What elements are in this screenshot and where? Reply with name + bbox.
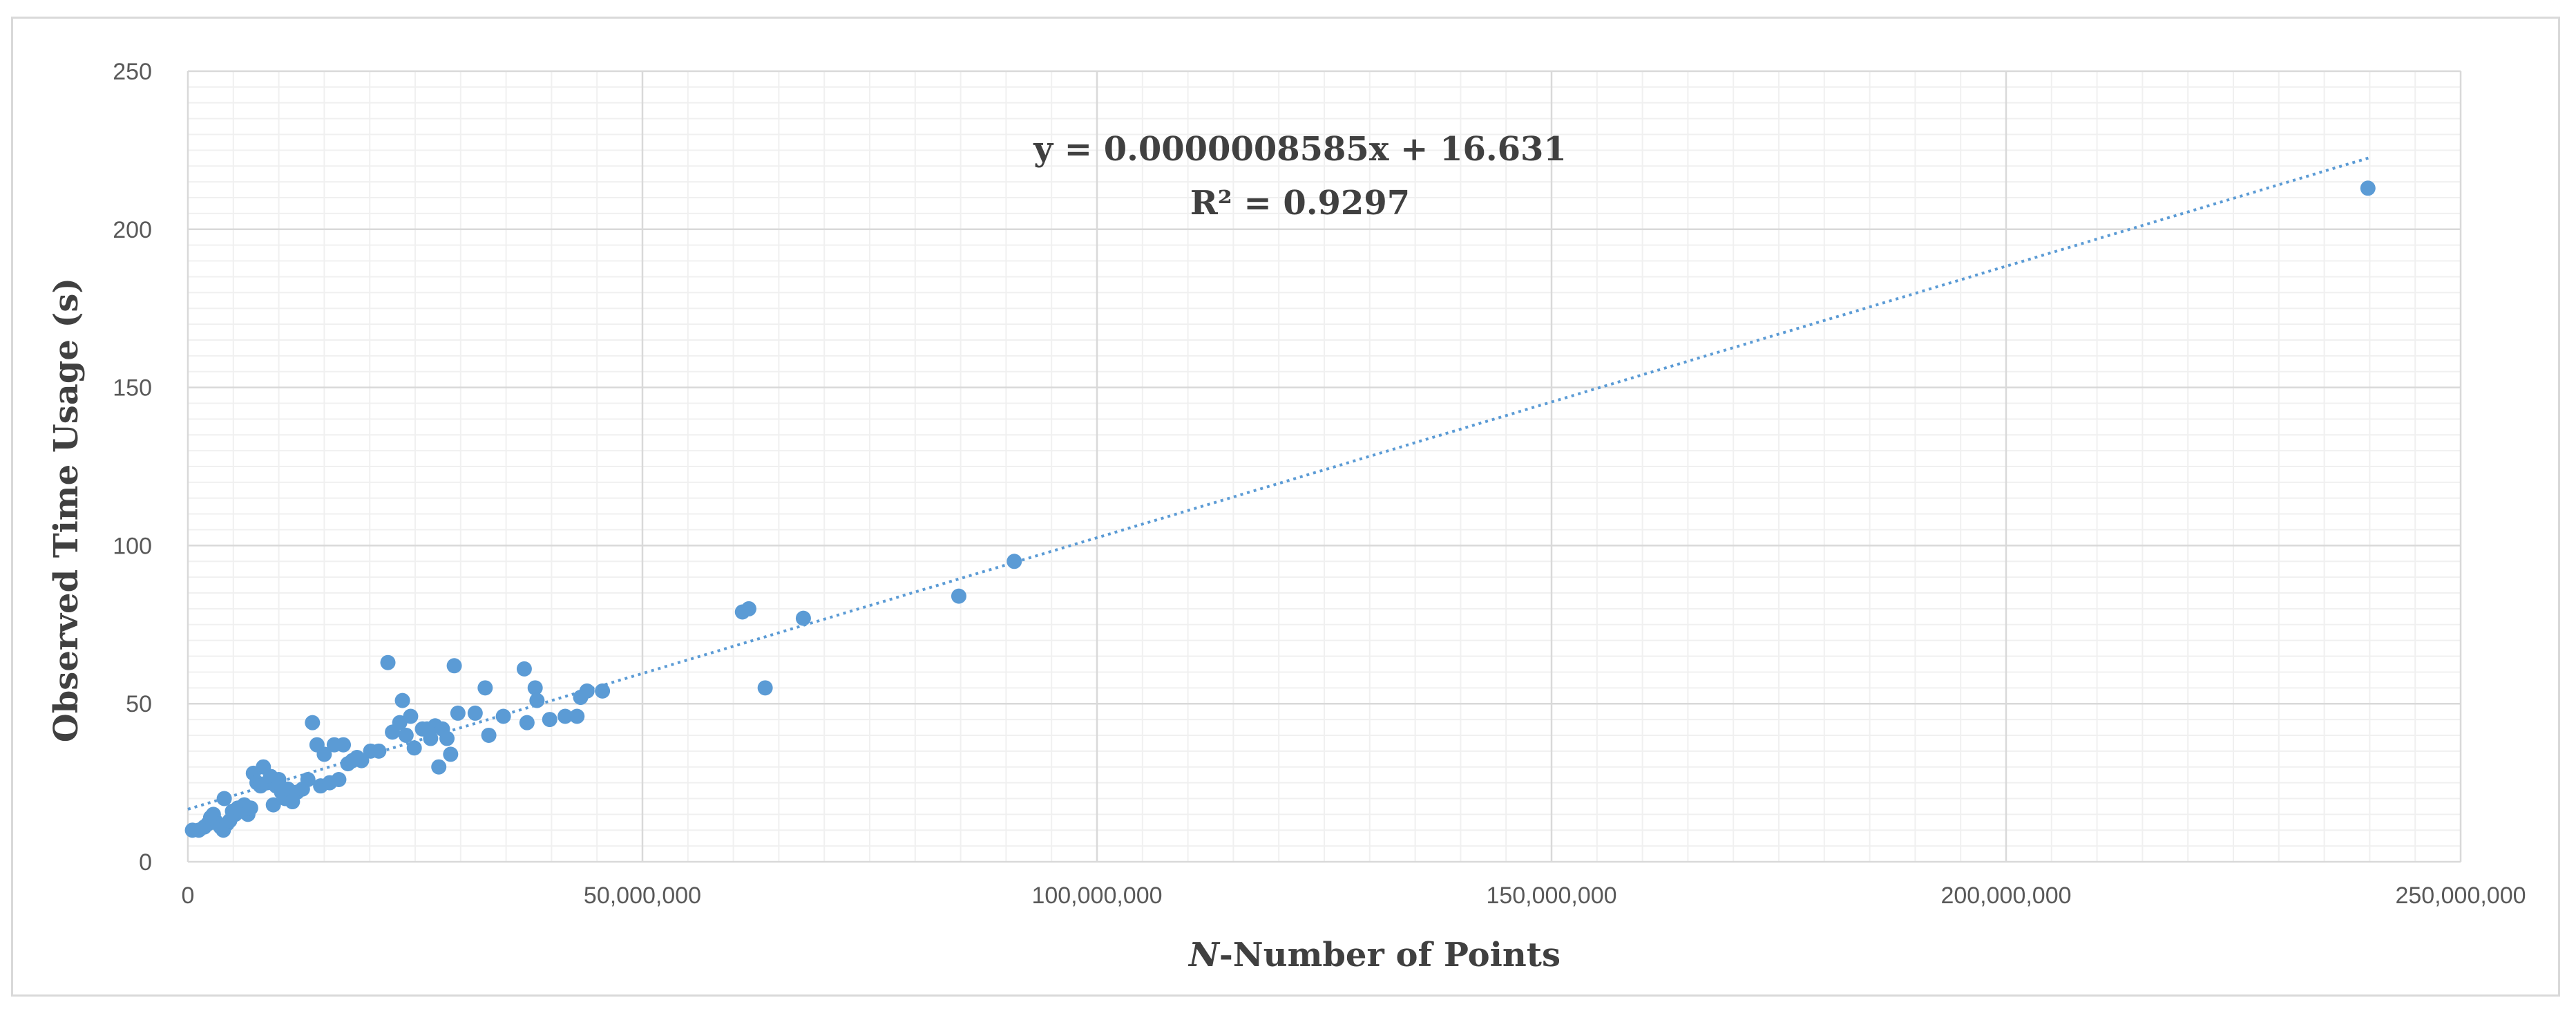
x-tick-label: 150,000,000 — [1486, 883, 1616, 909]
data-point — [516, 661, 532, 677]
data-point — [450, 705, 466, 721]
x-axis-title: N-Number of Points — [1187, 936, 1561, 974]
data-point — [406, 740, 422, 756]
data-point — [305, 715, 321, 730]
data-point — [439, 730, 455, 746]
data-point — [446, 658, 462, 674]
data-point — [595, 683, 611, 699]
data-point — [380, 654, 396, 670]
data-point — [527, 680, 543, 696]
x-axis-title-italic: N — [1187, 936, 1221, 974]
y-tick-label: 250 — [113, 59, 152, 85]
x-tick-label: 200,000,000 — [1940, 883, 2071, 909]
data-point — [477, 680, 493, 696]
x-tick-label: 100,000,000 — [1031, 883, 1162, 909]
data-point — [443, 746, 459, 762]
data-point — [403, 708, 419, 724]
data-point — [398, 727, 414, 743]
y-tick-label: 100 — [113, 533, 152, 559]
data-point — [579, 683, 595, 699]
data-point — [2360, 180, 2376, 196]
tick-labels: 0 50,000,000 100,000,000 150,000,000 200,000… — [113, 59, 2526, 909]
data-point — [741, 601, 756, 616]
data-point — [529, 692, 545, 708]
y-tick-label: 150 — [113, 375, 152, 402]
chart-frame — [11, 17, 2560, 997]
data-point — [371, 743, 387, 759]
y-tick-label: 50 — [126, 691, 152, 717]
grid-layer — [187, 70, 2462, 863]
data-point — [216, 791, 232, 807]
data-point — [331, 772, 347, 788]
x-tick-label: 50,000,000 — [584, 883, 701, 909]
data-point — [354, 753, 370, 768]
data-point — [951, 588, 966, 604]
data-point — [265, 797, 281, 813]
data-point — [495, 708, 511, 724]
y-tick-label: 200 — [113, 217, 152, 243]
x-tick-label: 250,000,000 — [2395, 883, 2526, 909]
trendline-equation: y = 0.0000008585x + 16.631 — [1033, 130, 1567, 169]
data-point — [271, 772, 287, 788]
data-points — [184, 180, 2376, 838]
data-point — [519, 715, 535, 730]
data-point — [467, 705, 483, 721]
data-point — [542, 712, 557, 728]
r-squared-label: R² = 0.9297 — [1190, 184, 1410, 223]
x-axis-title-rest: -Number of Points — [1219, 936, 1561, 974]
data-point — [242, 800, 258, 816]
data-point — [431, 759, 447, 775]
data-point — [300, 772, 316, 788]
data-point — [557, 708, 573, 724]
data-point — [316, 746, 332, 762]
data-point — [795, 610, 811, 626]
data-point — [394, 692, 410, 708]
data-point — [1006, 554, 1022, 569]
data-point — [757, 680, 773, 696]
data-point — [336, 737, 352, 753]
x-tick-label: 0 — [182, 883, 195, 909]
data-point — [423, 730, 439, 746]
data-point — [481, 727, 497, 743]
data-point — [569, 708, 585, 724]
y-axis-title: Observed Time Usage (s) — [47, 278, 86, 742]
y-tick-label: 0 — [139, 849, 152, 876]
